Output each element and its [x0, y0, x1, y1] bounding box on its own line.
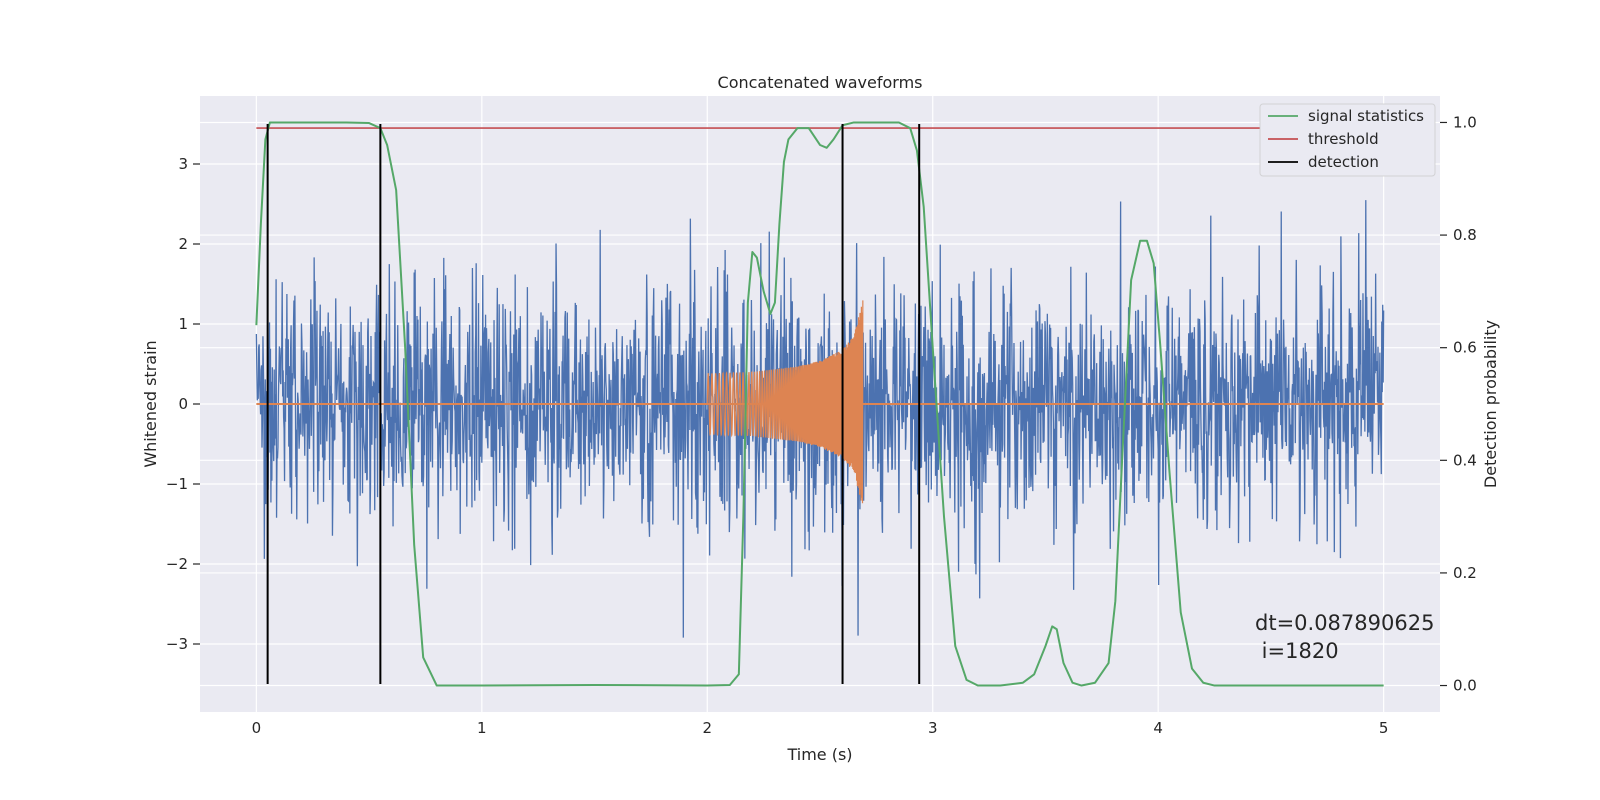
y-axis-label: Whitened strain: [141, 340, 160, 467]
x-tick-label: 4: [1153, 719, 1163, 737]
axes-layer: 0 1 2 3 4 5 −3 −2 −1 0 1 2 3 0.0 0.2 0.4 0.6 0.8 1.0: [166, 113, 1477, 737]
y2-tick-label: 0.4: [1453, 451, 1477, 469]
y-tick-label: −3: [166, 635, 188, 653]
signal-statistics-line: [255, 121, 1384, 687]
y2-axis-label: Detection probability: [1481, 320, 1500, 488]
strain-line: [255, 200, 1385, 638]
y-tick-label: −2: [166, 555, 188, 573]
annotation-dt: dt=0.087890625: [1255, 611, 1434, 635]
chart-title: Concatenated waveforms: [718, 73, 923, 92]
x-tick-label: 3: [928, 719, 938, 737]
y2-tick-label: 0.6: [1453, 339, 1477, 357]
x-tick-label: 2: [702, 719, 712, 737]
legend-threshold-label: threshold: [1308, 130, 1379, 148]
x-axis-label: Time (s): [786, 745, 852, 764]
annotation-i: i=1820: [1255, 639, 1339, 663]
y2-tick-label: 0.8: [1453, 226, 1477, 244]
injected-waveform-line: [706, 300, 864, 504]
x-tick-label: 1: [477, 719, 487, 737]
y-tick-label: 3: [178, 155, 188, 173]
y2-tick-label: 1.0: [1453, 113, 1477, 131]
y-tick-label: 2: [178, 235, 188, 253]
y-tick-label: −1: [166, 475, 188, 493]
x-tick-label: 0: [252, 719, 262, 737]
legend-box: [1259, 103, 1436, 177]
legend-signal-statistics-label: signal statistics: [1308, 107, 1424, 125]
y2-tick-label: 0.0: [1453, 677, 1477, 695]
legend-detection-label: detection: [1308, 153, 1379, 171]
y-tick-label: 0: [178, 395, 188, 413]
y2-tick-label: 0.2: [1453, 564, 1477, 582]
series-layer: [255, 121, 1385, 687]
x-tick-label: 5: [1379, 719, 1389, 737]
legend: signal statistics threshold detection: [1259, 103, 1436, 177]
y-tick-label: 1: [178, 315, 188, 333]
